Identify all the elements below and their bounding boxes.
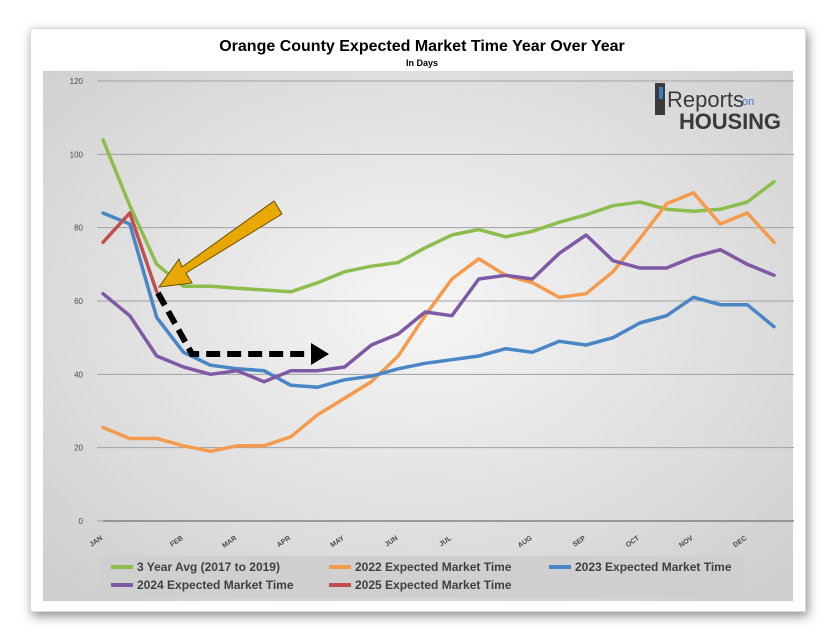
series-line-3 bbox=[101, 211, 776, 389]
legend-box bbox=[101, 556, 743, 598]
legend-label: 2024 Expected Market Time bbox=[137, 578, 294, 592]
y-tick-label: 120 bbox=[70, 77, 84, 86]
series-line-4 bbox=[101, 233, 776, 384]
chart-subtitle: In Days bbox=[406, 58, 438, 68]
plot-background bbox=[43, 71, 793, 601]
chart-title: Orange County Expected Market Time Year … bbox=[219, 38, 625, 55]
logo-reports: Reports bbox=[667, 87, 744, 112]
legend-label: 2025 Expected Market Time bbox=[355, 578, 512, 592]
logo-r-mark-accent bbox=[659, 87, 663, 99]
dashed-arrow-annotation bbox=[155, 291, 329, 365]
yellow-arrow-shape bbox=[157, 200, 283, 288]
y-tick-label: 20 bbox=[74, 444, 83, 453]
y-tick-label: 80 bbox=[74, 224, 83, 233]
legend: 3 Year Avg (2017 to 2019) 2022 Expected M… bbox=[101, 556, 743, 598]
dashed-arrow-path bbox=[155, 291, 311, 357]
legend-label: 3 Year Avg (2017 to 2019) bbox=[137, 560, 280, 574]
yellow-arrow-annotation bbox=[157, 200, 283, 288]
series-line-5 bbox=[101, 211, 159, 294]
y-axis-ticks: 0 20 40 60 80 100 120 bbox=[70, 77, 84, 526]
y-tick-label: 40 bbox=[74, 370, 83, 379]
series-lines bbox=[101, 137, 776, 454]
y-tick-label: 0 bbox=[79, 517, 84, 526]
dashed-arrow-head bbox=[311, 343, 329, 365]
y-tick-label: 60 bbox=[74, 297, 83, 306]
y-tick-label: 100 bbox=[70, 150, 84, 159]
reports-on-housing-logo: Reports on HOUSING bbox=[655, 83, 781, 134]
legend-label: 2022 Expected Market Time bbox=[355, 560, 512, 574]
logo-housing: HOUSING bbox=[679, 109, 781, 134]
logo-on: on bbox=[742, 96, 754, 108]
chart: Orange County Expected Market Time Year … bbox=[43, 38, 794, 601]
legend-label: 2023 Expected Market Time bbox=[575, 560, 732, 574]
chart-frame: Orange County Expected Market Time Year … bbox=[30, 28, 806, 612]
series-line-2 bbox=[101, 191, 776, 454]
